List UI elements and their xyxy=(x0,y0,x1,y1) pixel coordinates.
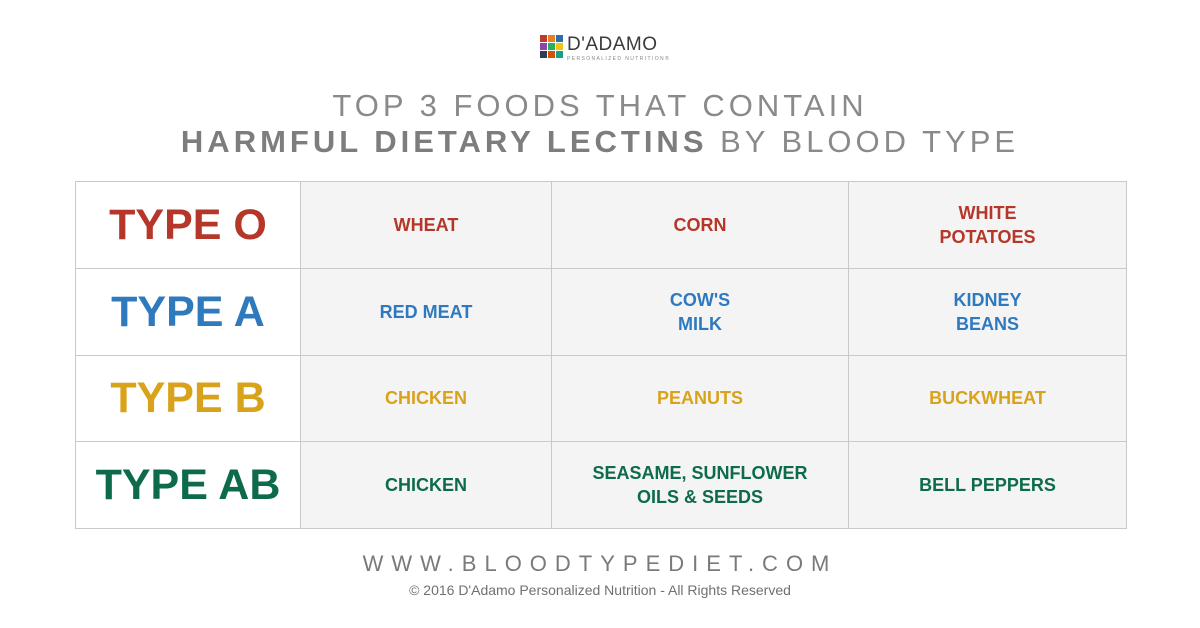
logo-square xyxy=(548,43,555,50)
food-cell: KIDNEY BEANS xyxy=(848,267,1127,356)
food-cell: COW'S MILK xyxy=(551,267,849,356)
lectin-table: TYPE O WHEAT CORN WHITE POTATOES TYPE A RED M… xyxy=(75,181,1127,529)
blood-type-label: TYPE O xyxy=(75,181,301,269)
logo-square xyxy=(556,51,563,58)
copyright-notice: © 2016 D'Adamo Personalized Nutrition - … xyxy=(409,582,791,598)
table-row: TYPE AB CHICKEN SEASAME, SUNFLOWER OILS & … xyxy=(75,441,1127,529)
blood-type-label: TYPE B xyxy=(75,354,301,443)
food-cell: CHICKEN xyxy=(300,441,552,529)
title-rest: BY BLOOD TYPE xyxy=(707,124,1020,159)
blood-type-label: TYPE AB xyxy=(75,441,301,529)
logo-square xyxy=(556,35,563,42)
food-cell: PEANUTS xyxy=(551,354,849,443)
website-url: WWW.BLOODTYPEDIET.COM xyxy=(362,551,838,576)
food-cell: CORN xyxy=(551,181,849,269)
food-cell: WHITE POTATOES xyxy=(848,181,1127,269)
brand-name: D'ADAMO xyxy=(567,34,658,55)
food-cell: BUCKWHEAT xyxy=(848,354,1127,443)
logo-square xyxy=(556,43,563,50)
logo-square xyxy=(540,51,547,58)
food-cell: BELL PEPPERS xyxy=(848,441,1127,529)
food-cell: WHEAT xyxy=(300,181,552,269)
title-highlight: HARMFUL DIETARY LECTINS xyxy=(180,124,708,159)
title-line-2: HARMFUL DIETARY LECTINS BY BLOOD TYPE xyxy=(0,124,1200,160)
logo-square xyxy=(548,51,555,58)
food-cell: RED MEAT xyxy=(300,267,552,356)
table-row: TYPE O WHEAT CORN WHITE POTATOES xyxy=(75,181,1127,269)
logo-square xyxy=(540,43,547,50)
logo-mark-icon xyxy=(540,35,563,58)
brand-logo: D'ADAMO PERSONALIZED NUTRITION® xyxy=(540,34,670,62)
title-line-1: TOP 3 FOODS THAT CONTAIN xyxy=(332,88,868,123)
food-cell: SEASAME, SUNFLOWER OILS & SEEDS xyxy=(551,441,849,529)
blood-type-label: TYPE A xyxy=(75,267,301,356)
logo-square xyxy=(540,35,547,42)
table-row: TYPE A RED MEAT COW'S MILK KIDNEY BEANS xyxy=(75,267,1127,356)
brand-tagline: PERSONALIZED NUTRITION® xyxy=(567,56,671,62)
table-row: TYPE B CHICKEN PEANUTS BUCKWHEAT xyxy=(75,354,1127,443)
food-cell: CHICKEN xyxy=(300,354,552,443)
logo-square xyxy=(548,35,555,42)
